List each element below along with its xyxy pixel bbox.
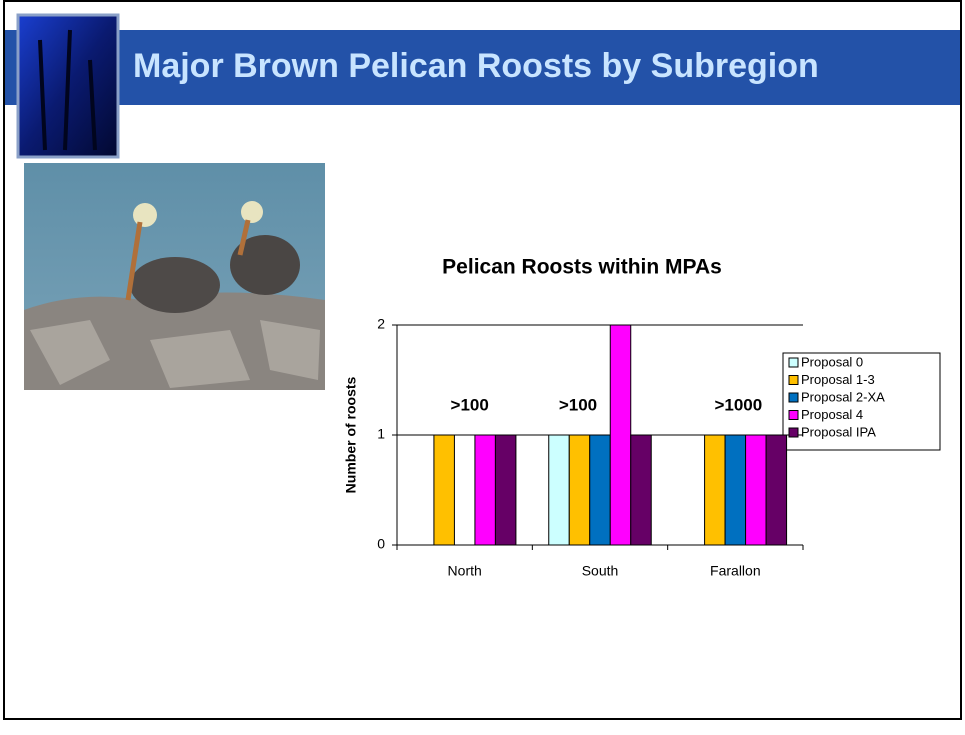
legend-label: Proposal 1-3 [801, 372, 875, 387]
legend-label: Proposal 2-XA [801, 389, 885, 404]
y-tick-label: 0 [377, 536, 385, 552]
bar [433, 434, 455, 546]
bar [724, 434, 747, 546]
annotation: >100 [451, 395, 489, 414]
bar [474, 434, 496, 546]
legend-label: Proposal IPA [801, 424, 876, 439]
y-axis-label: Number of roosts [343, 376, 359, 493]
slide-title: Major Brown Pelican Roosts by Subregion [133, 47, 819, 85]
tree-silhouette [38, 29, 97, 151]
annotation: >1000 [714, 395, 762, 414]
legend-box [782, 352, 941, 451]
bar [704, 434, 726, 546]
legend-swatch [788, 375, 799, 385]
header-band [5, 30, 960, 105]
bar [630, 434, 652, 546]
legend-swatch [788, 392, 799, 403]
x-tick-label: South [582, 563, 619, 579]
legend-label: Proposal 4 [801, 407, 863, 422]
x-tick-label: North [448, 563, 482, 579]
bar [548, 434, 570, 546]
legend-swatch [788, 357, 799, 368]
legend-label: Proposal 0 [801, 354, 863, 369]
y-tick-label: 2 [377, 316, 385, 332]
bar [568, 434, 591, 546]
legend-swatch [788, 410, 799, 420]
y-tick-label: 1 [377, 426, 385, 442]
annotation: >100 [559, 395, 597, 414]
bar [745, 434, 767, 546]
chart-title: Pelican Roosts within MPAs [442, 256, 722, 279]
legend-swatch [788, 427, 799, 438]
bar [609, 324, 632, 546]
x-tick-label: Farallon [710, 563, 761, 579]
bar [494, 434, 517, 546]
bar [765, 434, 788, 546]
bar [589, 434, 611, 546]
pelican-photo [24, 163, 325, 390]
